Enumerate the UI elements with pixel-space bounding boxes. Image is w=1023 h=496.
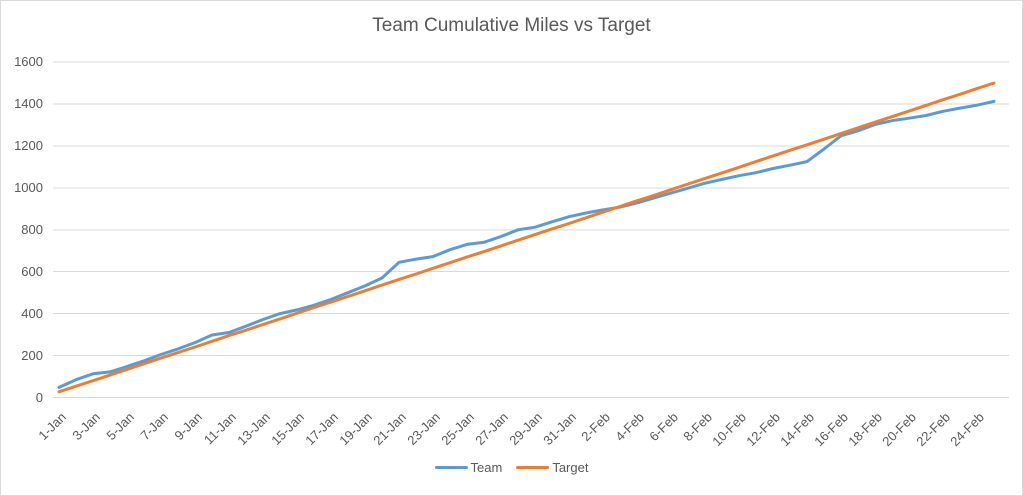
y-axis-label: 600 <box>21 263 43 279</box>
legend: Team Target <box>1 460 1022 475</box>
legend-line-sample-team <box>434 465 468 470</box>
target-series-line <box>57 81 996 394</box>
gridlines <box>53 61 1009 398</box>
legend-item-team: Team <box>434 460 503 475</box>
legend-label-team: Team <box>470 460 503 475</box>
y-axis-label: 1000 <box>14 179 43 195</box>
y-axis-label: 200 <box>21 347 43 363</box>
y-axis-label: 1600 <box>14 54 43 69</box>
legend-item-target: Target <box>516 460 588 475</box>
team-series-line <box>57 99 996 389</box>
chart-title: Team Cumulative Miles vs Target <box>372 15 651 36</box>
y-axis-label: 1200 <box>14 137 43 153</box>
y-axis-label: 800 <box>21 221 43 237</box>
y-axis-label: 400 <box>21 305 43 321</box>
legend-line-sample-target <box>516 465 550 470</box>
y-axis-label: 0 <box>35 389 43 405</box>
legend-label-target: Target <box>552 460 589 475</box>
y-axis-label: 1400 <box>14 95 43 111</box>
